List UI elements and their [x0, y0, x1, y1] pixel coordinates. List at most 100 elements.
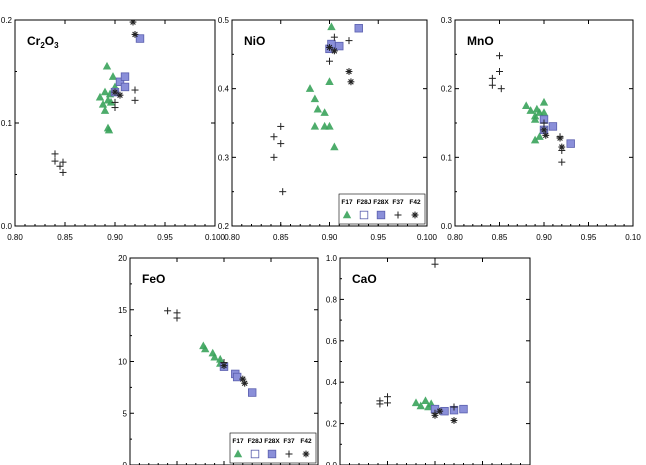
y-tick-label: 0.6	[326, 337, 338, 346]
x-tick-label: 0.95	[370, 233, 386, 242]
marker-square	[120, 72, 130, 81]
marker-square	[548, 122, 558, 131]
series-f17	[522, 97, 549, 144]
marker-plus	[450, 403, 458, 411]
marker-asterisk	[116, 91, 124, 99]
marker-asterisk	[542, 131, 550, 139]
marker-plus	[111, 104, 119, 112]
marker-triangle	[310, 94, 320, 103]
legend-label: F17	[341, 199, 353, 206]
series-f42	[220, 362, 249, 387]
series-f37	[270, 33, 353, 196]
y-tick-label: 0.1	[441, 153, 453, 162]
marker-asterisk	[450, 417, 458, 424]
legend-label: F37	[392, 199, 404, 206]
plot-frame	[339, 257, 531, 465]
y-tick-label: 0.3	[441, 16, 453, 25]
marker-square	[232, 372, 242, 382]
marker-plus	[345, 37, 353, 45]
marker-asterisk	[111, 88, 119, 96]
data-points	[270, 22, 363, 196]
y-tick-label: 0.8	[326, 295, 338, 304]
marker-triangle	[305, 84, 315, 92]
data-points	[488, 52, 575, 166]
marker-triangle	[233, 449, 243, 458]
marker-triangle	[535, 132, 544, 140]
y-tick-label: 15	[118, 306, 127, 315]
marker-triangle	[327, 22, 336, 31]
panel-title: NiO	[244, 34, 265, 48]
x-tick-label: 0.85	[57, 233, 73, 242]
marker-triangle	[104, 125, 114, 134]
marker-plus	[51, 157, 59, 165]
marker-asterisk	[330, 47, 338, 55]
y-tick-label: 0.2	[1, 16, 13, 25]
series-f42	[111, 20, 139, 99]
marker-plus	[330, 33, 338, 41]
legend-label: F28X	[264, 438, 280, 445]
marker-plus	[277, 122, 285, 130]
marker-asterisk	[436, 407, 444, 415]
marker-plus	[131, 96, 139, 104]
marker-triangle	[95, 92, 105, 101]
marker-triangle	[320, 108, 329, 116]
y-tick-label: 0.4	[326, 378, 338, 387]
marker-plus	[277, 140, 285, 148]
series-f37	[376, 260, 458, 417]
marker-plus	[279, 188, 287, 196]
marker-square	[267, 449, 277, 459]
marker-square	[247, 388, 257, 397]
x-tick-label: 0.95	[581, 233, 597, 242]
marker-asterisk	[241, 379, 249, 387]
marker-asterisk	[345, 68, 353, 75]
legend: F17 F28J F28X F37 F42	[338, 193, 426, 225]
y-tick-label: 0.0	[441, 222, 453, 231]
legend: F17 F28J F28X F37 F42	[229, 432, 317, 464]
marker-square	[354, 24, 363, 33]
marker-asterisk	[326, 44, 333, 51]
marker-square	[376, 210, 386, 220]
chart-panel-cao: 0.0 0.2 0.4 0.6 0.8 1.0 CaO	[326, 254, 531, 465]
chart-panel-cr2o3: 0.0 0.1 0.2 0.80 0.85 0.90 0.95 0.100 Cr2O3	[1, 16, 226, 242]
marker-triangle	[330, 142, 339, 151]
series-f37	[164, 307, 228, 367]
marker-asterisk	[431, 411, 439, 419]
x-tick-label: 0.85	[492, 233, 508, 242]
data-points	[164, 307, 257, 397]
marker-triangle	[530, 115, 540, 123]
y-tick-label: 0.1	[1, 119, 13, 128]
x-tick-label: 0.10	[625, 233, 641, 242]
data-points	[376, 260, 468, 424]
y-tick-label: 0.2	[218, 222, 230, 231]
y-tick-label: 0	[123, 461, 128, 465]
marker-square	[115, 77, 125, 86]
marker-triangle	[313, 104, 322, 113]
x-tick-label: 0.95	[157, 233, 173, 242]
marker-square	[459, 404, 468, 414]
panel-title: CaO	[352, 272, 377, 286]
x-tick-label: 0.100	[417, 233, 438, 242]
chart-panel-mno: 0.0 0.1 0.2 0.3 0.80 0.85 0.90 0.95 0.10 MnO	[441, 16, 641, 242]
marker-plus	[558, 158, 566, 166]
legend-label: F37	[283, 438, 295, 445]
data-points	[51, 20, 145, 176]
marker-plus	[376, 400, 384, 408]
plot-frame	[14, 19, 216, 227]
x-tick-label: 0.90	[536, 233, 552, 242]
marker-plus	[384, 393, 391, 401]
marker-triangle	[421, 396, 430, 405]
legend-label: F28J	[357, 199, 372, 206]
marker-square	[250, 449, 260, 459]
marker-triangle	[342, 210, 352, 219]
marker-plus	[51, 150, 59, 158]
series-f37	[51, 86, 139, 176]
marker-triangle	[216, 354, 225, 363]
x-tick-label: 0.80	[7, 233, 23, 242]
series-f17	[95, 61, 120, 134]
marker-triangle	[320, 121, 329, 130]
y-tick-label: 5	[123, 409, 128, 418]
x-tick-label: 0.90	[322, 233, 338, 242]
y-tick-label: 0.2	[441, 85, 453, 94]
y-tick-label: 0.0	[1, 222, 13, 231]
